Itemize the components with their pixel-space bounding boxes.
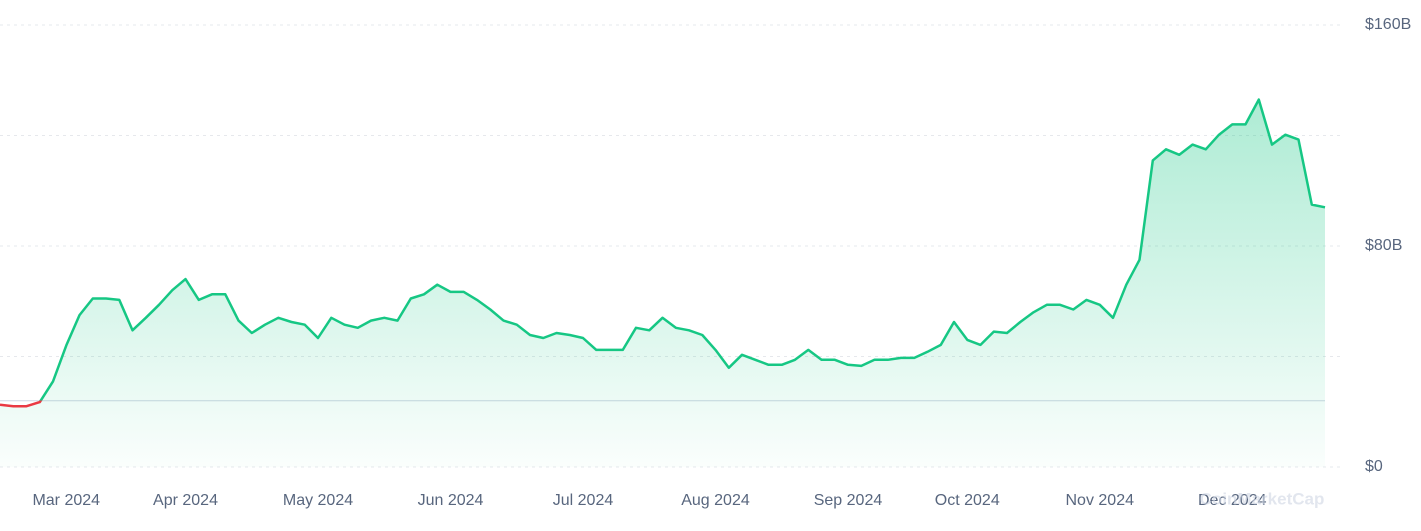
x-tick-label: May 2024 (283, 492, 353, 509)
y-tick-label: $80B (1365, 237, 1402, 254)
price-line (0, 98, 1326, 408)
x-tick-label: Apr 2024 (153, 492, 218, 509)
x-tick-label: Dec 2024 (1198, 492, 1267, 509)
watermark: CoinMarketCap (1200, 489, 1325, 508)
x-tick-label: Oct 2024 (935, 492, 1000, 509)
x-tick-label: Jun 2024 (418, 492, 484, 509)
x-tick-label: Jul 2024 (553, 492, 614, 509)
y-tick-label: $160B (1365, 16, 1411, 33)
x-tick-label: Aug 2024 (681, 492, 750, 509)
x-tick-label: Mar 2024 (32, 492, 100, 509)
y-tick-label: $0 (1365, 458, 1383, 475)
x-tick-label: Nov 2024 (1066, 492, 1135, 509)
x-tick-label: Sep 2024 (814, 492, 883, 509)
area (0, 99, 1325, 467)
